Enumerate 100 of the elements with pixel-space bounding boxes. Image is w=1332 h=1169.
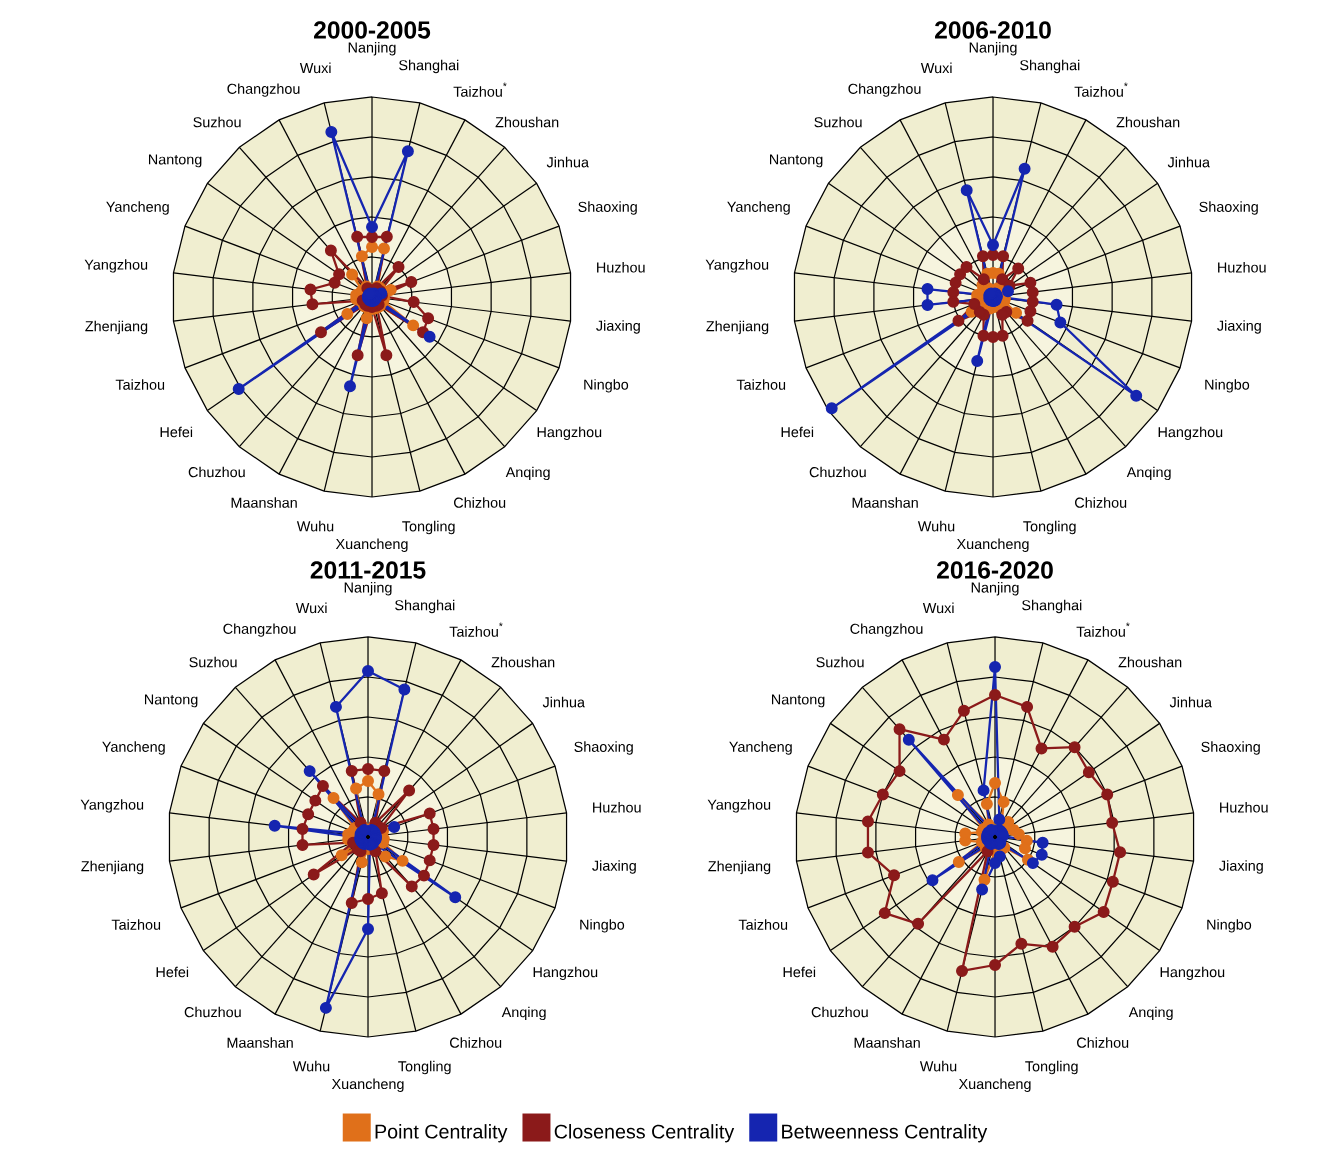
spoke-label: Taizhou$^{*}$: [449, 622, 503, 637]
spoke-label: Hangzhou: [533, 966, 598, 981]
spoke-label: Anqing: [501, 1006, 546, 1021]
spoke-label: Xuancheng: [958, 1078, 1031, 1092]
spoke-label: Wuhu: [296, 520, 334, 532]
spoke-label: Taizhou: [736, 379, 786, 390]
spoke-label: Nanjing: [344, 582, 392, 596]
spoke-label: Hefei: [160, 426, 193, 438]
spoke-label: Maanshan: [852, 497, 918, 508]
spoke-label: Wuxi: [295, 602, 327, 614]
spoke-label: Huzhou: [597, 261, 645, 273]
spoke-label: Suzhou: [189, 656, 237, 668]
spoke-label: Zhoushan: [495, 116, 559, 128]
spoke-label: Jinhua: [546, 156, 589, 168]
spoke-label: Shaoxing: [1199, 201, 1258, 215]
spoke-label: Jiaxing: [1219, 860, 1263, 874]
spoke-label: Hefei: [781, 426, 814, 438]
spoke-label: Changzhou: [848, 83, 921, 97]
spoke-label: Huzhou: [593, 801, 641, 813]
spoke-label: Shanghai: [399, 59, 459, 74]
spoke-label: Suzhou: [193, 116, 241, 128]
spoke-label: Chuzhou: [188, 466, 245, 478]
spoke-label: Shanghai: [395, 599, 455, 614]
spoke-label: Xuancheng: [335, 538, 408, 552]
spoke-label: Taizhou: [115, 379, 165, 390]
spoke-label: Nantong: [144, 694, 198, 708]
spoke-label: Zhoushan: [1116, 116, 1180, 128]
spoke-label: Shaoxing: [574, 741, 633, 755]
spoke-label: Taizhou$^{*}$: [453, 82, 507, 97]
spoke-label: Taizhou: [738, 919, 788, 930]
spoke-label: Maanshan: [231, 497, 297, 508]
legend-label: Point Centrality: [375, 1124, 508, 1143]
spoke-label: Suzhou: [816, 656, 864, 668]
spoke-label: Zhenjiang: [81, 860, 144, 875]
spoke-label: Changzhou: [227, 83, 300, 97]
spoke-label: Wuxi: [299, 62, 331, 74]
spoke-label: Yangzhou: [707, 799, 771, 813]
spoke-label: Nanjing: [971, 582, 1019, 596]
spoke-label: Nantong: [770, 154, 823, 168]
spoke-label: Zhenjiang: [85, 320, 148, 335]
spoke-label: Taizhou$^{*}$: [1074, 82, 1128, 97]
spoke-label: Tongling: [1025, 1060, 1078, 1075]
chart-title: 2000-2005: [314, 21, 431, 39]
spoke-label: Yangzhou: [705, 259, 769, 273]
chart-title: 2011-2015: [310, 561, 426, 579]
spoke-label: Nantong: [148, 154, 202, 168]
spoke-label: Hangzhou: [1160, 966, 1225, 981]
spoke-label: Yancheng: [106, 201, 169, 215]
spoke-label: Changzhou: [223, 623, 296, 637]
spoke-label: Anqing: [505, 466, 550, 481]
spoke-label: Shanghai: [1022, 599, 1082, 614]
spoke-label: Shaoxing: [578, 201, 637, 215]
spoke-label: Yangzhou: [80, 799, 144, 813]
spoke-label: Wuxi: [920, 62, 952, 74]
spoke-label: Anqing: [1128, 1006, 1173, 1021]
spoke-label: Hefei: [156, 966, 189, 978]
spoke-label: Jinhua: [1169, 696, 1212, 708]
spoke-label: Tongling: [1023, 520, 1076, 535]
spoke-label: Xuancheng: [956, 538, 1029, 552]
spoke-label: Zhenjiang: [708, 860, 771, 875]
spoke-label: Wuhu: [917, 520, 955, 532]
spoke-label: Chuzhou: [811, 1006, 868, 1018]
spoke-label: Nanjing: [348, 42, 396, 56]
spoke-label: Jinhua: [542, 696, 585, 708]
spoke-label: Ningbo: [1205, 379, 1250, 393]
spoke-label: Huzhou: [1220, 801, 1268, 813]
spoke-label: Chuzhou: [184, 1006, 241, 1018]
legend-label: Betweenness Centrality: [782, 1124, 988, 1143]
spoke-label: Chizhou: [450, 1037, 502, 1048]
spoke-label: Shanghai: [1020, 59, 1080, 74]
chart-title: 2006-2010: [935, 21, 1051, 39]
spoke-label: Chizhou: [1077, 1037, 1129, 1048]
spoke-label: Yancheng: [102, 741, 165, 755]
spoke-label: Changzhou: [850, 623, 923, 637]
spoke-label: Hefei: [783, 966, 816, 978]
spoke-label: Wuhu: [919, 1060, 957, 1072]
legend-label: Closeness Centrality: [554, 1124, 735, 1143]
spoke-label: Shaoxing: [1201, 741, 1260, 755]
spoke-label: Taizhou: [111, 919, 161, 930]
spoke-label: Nanjing: [969, 42, 1017, 56]
spoke-label: Zhenjiang: [706, 320, 769, 335]
spoke-label: Yangzhou: [84, 259, 148, 273]
chart-title: 2016-2020: [937, 561, 1053, 579]
spoke-label: Zhoushan: [491, 656, 555, 668]
spoke-label: Ningbo: [580, 919, 625, 933]
spoke-label: Zhoushan: [1118, 656, 1182, 668]
spoke-label: Taizhou$^{*}$: [1076, 622, 1130, 637]
spoke-label: Suzhou: [814, 116, 862, 128]
spoke-label: Chuzhou: [809, 466, 866, 478]
spoke-label: Jinhua: [1167, 156, 1210, 168]
spoke-label: Hangzhou: [1158, 426, 1223, 441]
spoke-label: Wuhu: [292, 1060, 330, 1072]
spoke-label: Xuancheng: [331, 1078, 404, 1092]
spoke-label: Chizhou: [454, 497, 506, 508]
spoke-label: Ningbo: [1207, 919, 1252, 933]
spoke-label: Jiaxing: [596, 320, 640, 334]
spoke-label: Maanshan: [854, 1037, 920, 1048]
spoke-label: Yancheng: [727, 201, 790, 215]
spoke-label: Chizhou: [1075, 497, 1127, 508]
spoke-label: Ningbo: [584, 379, 629, 393]
